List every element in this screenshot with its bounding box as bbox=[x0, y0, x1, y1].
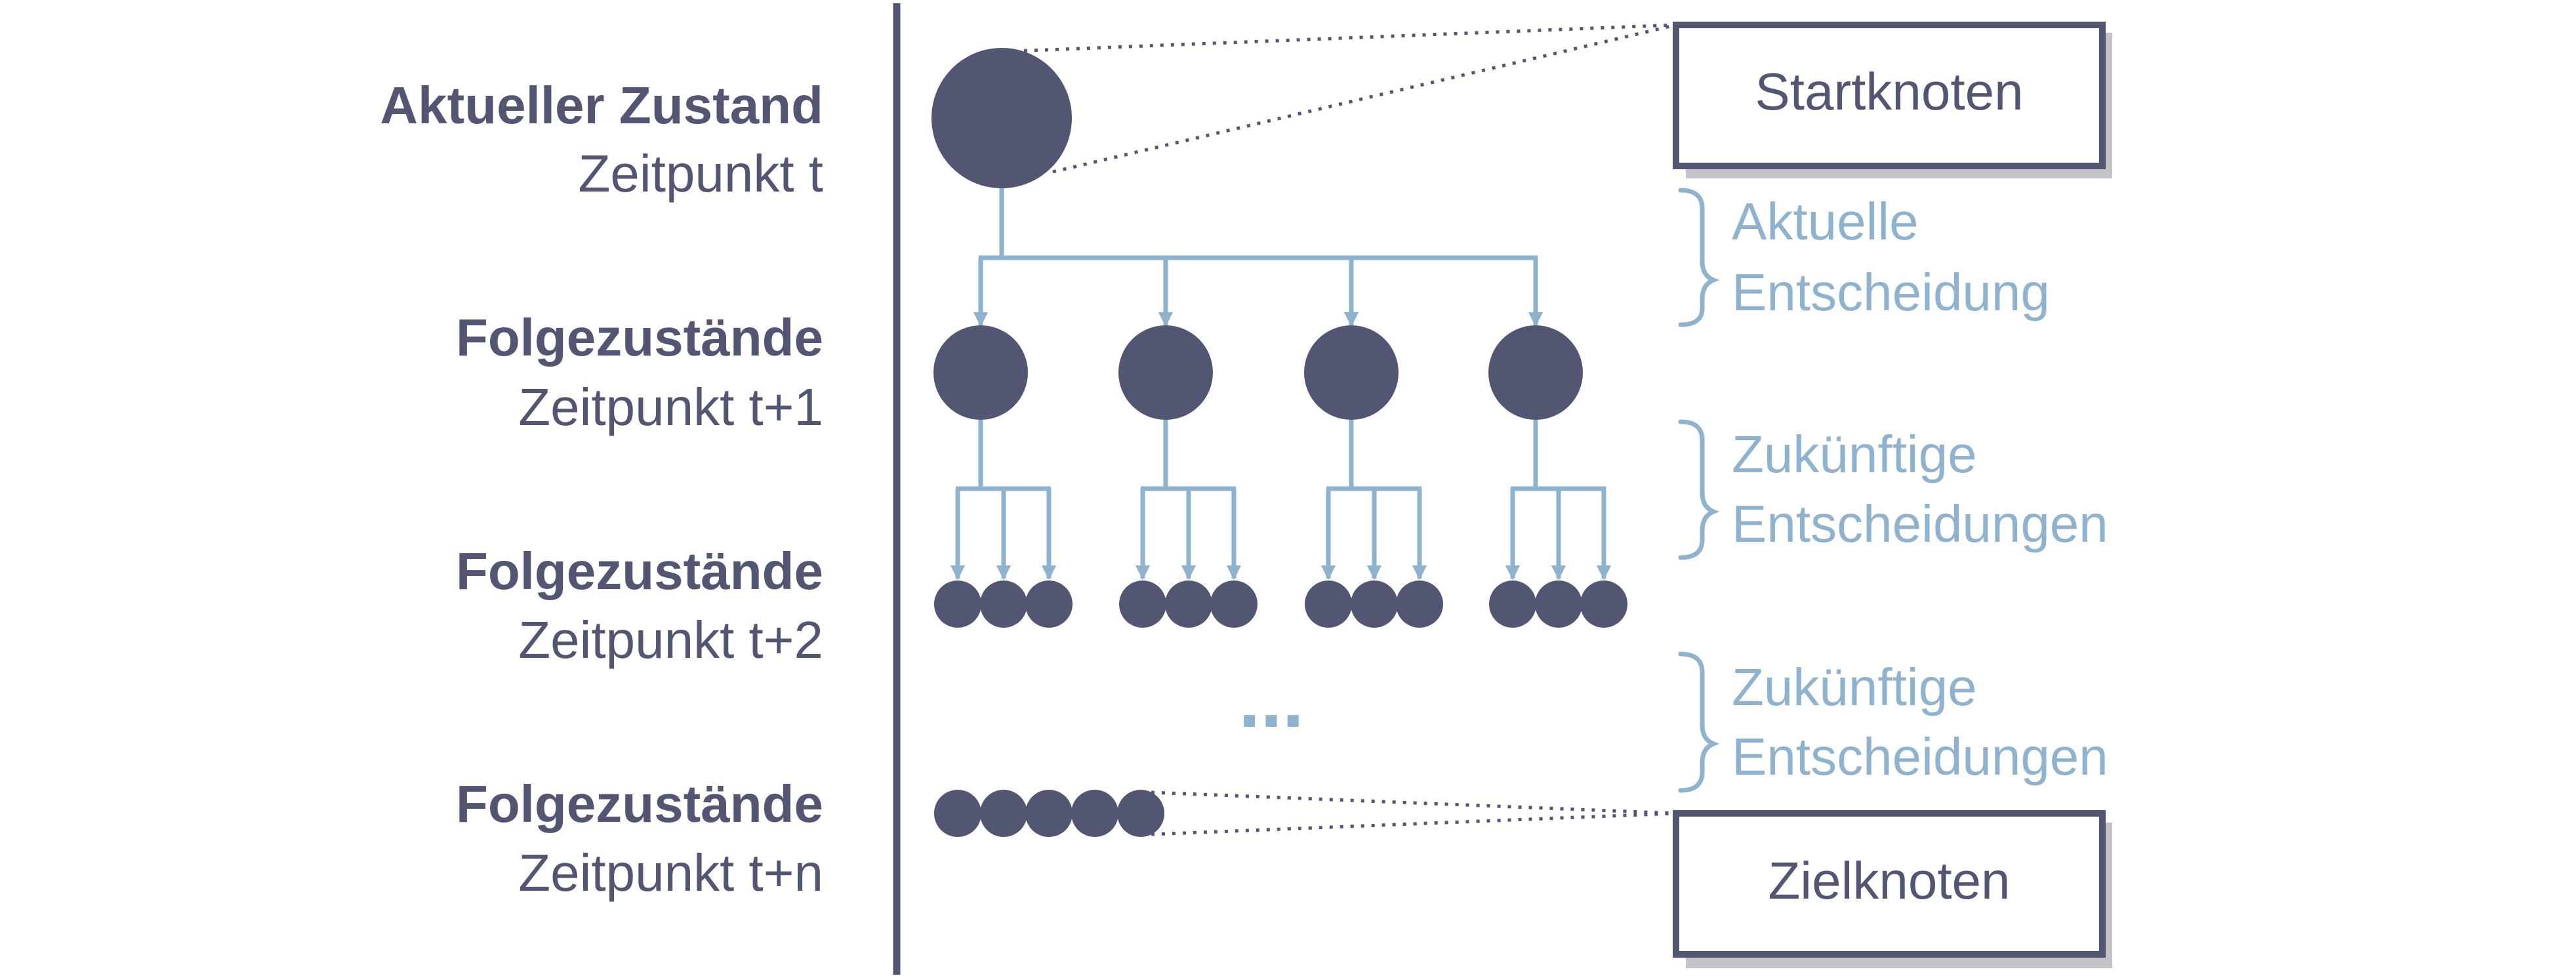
level-2-node bbox=[1396, 581, 1443, 628]
edges-level-1 bbox=[973, 187, 1544, 327]
level-n-node bbox=[1025, 790, 1073, 837]
level-0-title: Aktueller Zustand bbox=[380, 76, 823, 134]
level-2-node bbox=[1580, 581, 1627, 628]
level-2-node bbox=[1165, 581, 1212, 628]
level-n-node bbox=[934, 790, 981, 837]
level-2-node bbox=[1489, 581, 1536, 628]
level-1-node bbox=[933, 325, 1028, 420]
level-2-node bbox=[1210, 581, 1257, 628]
level-n-node bbox=[980, 790, 1027, 837]
goal-box-label: Zielknoten bbox=[1768, 851, 2010, 910]
level-2-node bbox=[1351, 581, 1398, 628]
brace-2-label-line1: Zukünftige bbox=[1732, 658, 1977, 716]
level-2-node bbox=[934, 581, 981, 628]
level-3-subtitle: Zeitpunkt t+n bbox=[518, 844, 823, 902]
brace-1 bbox=[1678, 419, 1720, 560]
level-1-node bbox=[1118, 325, 1213, 420]
level-n-node bbox=[1117, 790, 1164, 837]
ellipsis: ... bbox=[1238, 656, 1304, 744]
level-3-title: Folgezustände bbox=[456, 775, 823, 833]
level-n-node bbox=[1071, 790, 1118, 837]
goal-leader-line-bottom bbox=[1151, 811, 1677, 836]
level-2-node bbox=[1025, 581, 1073, 628]
level-0-subtitle: Zeitpunkt t bbox=[578, 144, 823, 203]
start-box bbox=[1673, 22, 2106, 169]
level-2-node bbox=[1535, 581, 1582, 628]
goal-box bbox=[1673, 810, 2106, 958]
brace-1-label-line1: Zukünftige bbox=[1732, 425, 1977, 483]
brace-2-label-line2: Entscheidungen bbox=[1732, 727, 2108, 786]
brace-0-label-line1: Aktuelle bbox=[1732, 192, 1919, 251]
level-2-title: Folgezustände bbox=[456, 542, 823, 600]
brace-1-label-line2: Entscheidungen bbox=[1732, 495, 2108, 553]
root-node bbox=[931, 48, 1072, 188]
level-2-node bbox=[980, 581, 1027, 628]
start-leader-line-bottom bbox=[1052, 23, 1677, 174]
brace-0-label-line2: Entscheidung bbox=[1732, 263, 2050, 321]
brace-0 bbox=[1678, 188, 1720, 327]
level-2-subtitle: Zeitpunkt t+2 bbox=[518, 611, 823, 669]
goal-leader-line-top bbox=[1151, 790, 1677, 815]
level-1-node bbox=[1488, 325, 1583, 420]
level-1-node bbox=[1304, 325, 1399, 420]
edges-level-2 bbox=[950, 420, 1612, 581]
start-box-label: Startknoten bbox=[1755, 62, 2023, 121]
level-2-node bbox=[1119, 581, 1166, 628]
level-1-subtitle: Zeitpunkt t+1 bbox=[518, 378, 823, 436]
level-2-node bbox=[1305, 581, 1352, 628]
brace-2 bbox=[1678, 651, 1720, 793]
level-1-title: Folgezustände bbox=[456, 308, 823, 367]
